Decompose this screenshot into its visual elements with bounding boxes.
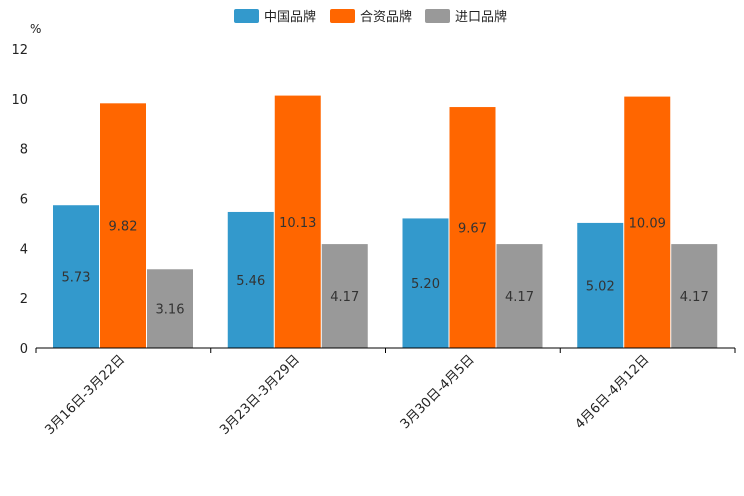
x-axis: 3月16日-3月22日 3月23日-3月29日 3月30日-4月5日 4月6日-4月1… [35,347,736,438]
bar [671,244,718,348]
legend-swatch [234,9,259,23]
y-tick-label: 0 [20,342,28,357]
y-axis-unit-label: % [30,22,41,36]
legend: 中国品牌 合资品牌 进口品牌 [234,9,507,25]
bar-value-label: 4.17 [330,290,359,305]
y-tick-label: 10 [11,93,28,108]
bar [624,96,671,348]
bar [577,222,624,348]
bar [274,95,321,348]
bar [496,244,543,348]
y-tick-label: 2 [20,292,28,307]
x-tick-label: 3月16日-3月22日 [42,352,128,438]
bar-value-label: 10.09 [629,216,666,231]
bar-value-label: 5.20 [411,277,440,292]
y-tick-label: 4 [20,242,28,257]
y-tick-label: 6 [20,193,28,208]
bar [321,244,368,348]
y-axis: 0 2 4 6 8 10 12 [11,43,28,357]
legend-label: 中国品牌 [264,9,316,25]
bar-value-label: 4.17 [680,290,709,305]
bar [402,218,449,348]
x-tick-label: 3月30日-4月5日 [398,352,478,432]
legend-swatch [330,9,355,23]
y-tick-label: 8 [20,143,28,158]
bar-value-label: 9.82 [109,220,138,235]
x-tick-label: 4月6日-4月12日 [573,352,653,432]
bar [449,107,496,348]
x-tick-label: 3月23日-3月29日 [217,352,303,438]
bar-value-label: 3.16 [156,303,185,318]
bar [53,205,99,348]
bar-value-label: 10.13 [279,216,316,231]
bars: 5.73 9.82 3.16 5.46 10.13 4.17 5.20 9.67 4.17 5.0… [53,95,718,349]
bar-value-label: 4.17 [505,290,534,305]
bar-value-label: 5.73 [62,271,91,286]
bar [147,269,193,348]
bar [227,211,274,348]
bar-value-label: 5.02 [586,279,615,294]
bar-value-label: 5.46 [236,274,265,289]
bar-value-label: 9.67 [458,222,487,237]
bar [100,103,146,349]
legend-swatch [425,9,450,23]
legend-label: 进口品牌 [455,9,507,25]
legend-label: 合资品牌 [360,9,412,25]
y-tick-label: 12 [11,43,28,58]
